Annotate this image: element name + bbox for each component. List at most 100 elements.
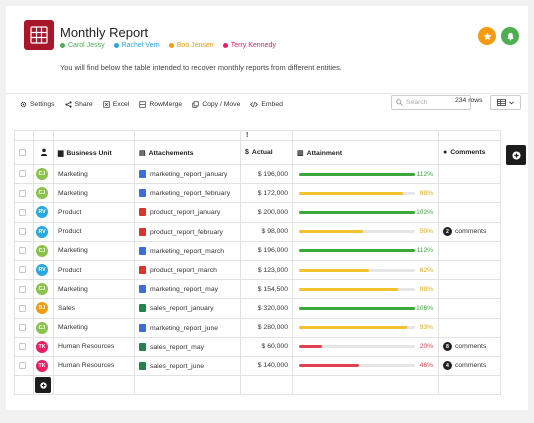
table-row[interactable]: CJ Marketing marketing_report_june $ 280,00…	[14, 317, 501, 338]
user-tag[interactable]: Terry Kennedy	[222, 42, 276, 49]
actual-cell[interactable]: $ 280,000	[240, 317, 293, 338]
table-row[interactable]: CJ Marketing marketing_report_may $ 154,500…	[14, 279, 501, 300]
row-checkbox[interactable]	[19, 285, 26, 293]
actual-cell[interactable]: $ 98,000	[240, 221, 293, 242]
avatar[interactable]: RV	[36, 225, 48, 238]
settings-button[interactable]: Settings	[20, 101, 55, 108]
comments-cell[interactable]	[438, 298, 501, 319]
col-comments[interactable]: ● Comments	[438, 140, 501, 165]
comments-cell[interactable]	[438, 202, 501, 223]
row-checkbox[interactable]	[19, 266, 26, 274]
actual-cell[interactable]: $ 123,000	[240, 259, 293, 281]
col-attainment[interactable]: ▥ Attainment	[292, 140, 439, 165]
comments-cell[interactable]	[438, 240, 501, 261]
table-row[interactable]: TK Human Resources sales_report_june $ 140,…	[14, 355, 501, 377]
user-tag[interactable]: Rachel Verri	[113, 42, 160, 49]
row-checkbox[interactable]	[19, 208, 26, 216]
attachment-cell[interactable]: product_report_february	[134, 221, 241, 242]
row-checkbox[interactable]	[19, 170, 26, 178]
col-attachments[interactable]: ▤ Attachements	[134, 140, 241, 165]
row-checkbox[interactable]	[19, 247, 26, 255]
avatar[interactable]: CJ	[36, 168, 48, 181]
attachment-cell[interactable]: sales_report_january	[134, 298, 241, 319]
add-column-button[interactable]	[506, 145, 526, 165]
embed-button[interactable]: Embed	[250, 101, 283, 108]
excel-button[interactable]: Excel	[103, 101, 129, 108]
avatar[interactable]: TK	[36, 359, 48, 372]
add-row-button[interactable]	[35, 377, 51, 394]
comments-cell[interactable]	[438, 259, 501, 281]
copy-move-button[interactable]: Copy / Move	[192, 101, 240, 108]
notifications-button[interactable]	[501, 27, 519, 45]
business-unit-cell[interactable]: Product	[53, 221, 135, 242]
favorite-button[interactable]	[478, 27, 496, 45]
avatar[interactable]: CJ	[36, 283, 48, 296]
table-row[interactable]: RV Product product_report_march $ 123,000 62…	[14, 259, 501, 281]
business-unit-cell[interactable]: Sales	[53, 298, 135, 319]
comments-cell[interactable]	[438, 279, 501, 300]
col-actual[interactable]: $ Actual	[240, 140, 293, 165]
table-row[interactable]: CJ Marketing marketing_report_march $ 196,0…	[14, 240, 501, 261]
comments-cell[interactable]	[438, 183, 501, 204]
avatar[interactable]: CJ	[36, 244, 48, 257]
attachment-cell[interactable]: marketing_report_february	[134, 183, 241, 204]
attachment-cell[interactable]: sales_report_may	[134, 336, 241, 357]
share-button[interactable]: Share	[64, 101, 93, 108]
actual-cell[interactable]: $ 320,000	[240, 298, 293, 319]
table-row[interactable]: RV Product product_report_january $ 200,000…	[14, 202, 501, 223]
view-toggle-button[interactable]	[490, 95, 521, 110]
attachment-cell[interactable]: marketing_report_january	[134, 163, 241, 185]
business-unit-cell[interactable]: Marketing	[53, 240, 135, 261]
actual-cell[interactable]: $ 154,500	[240, 279, 293, 300]
business-unit-cell[interactable]: Marketing	[53, 163, 135, 185]
actual-cell[interactable]: $ 200,000	[240, 202, 293, 223]
business-unit-cell[interactable]: Human Resources	[53, 336, 135, 357]
attachment-cell[interactable]: sales_report_june	[134, 355, 241, 377]
comments-cell[interactable]: 2 comments	[438, 221, 501, 242]
user-tag[interactable]: Carol Jessy	[60, 42, 105, 49]
row-checkbox[interactable]	[19, 304, 26, 312]
actual-cell[interactable]: $ 60,000	[240, 336, 293, 357]
user-tag[interactable]: Boo Jensen	[168, 42, 214, 49]
avatar[interactable]: RV	[36, 264, 48, 277]
col-business-unit[interactable]: ▆ Business Unit	[53, 140, 135, 165]
table-row[interactable]: BJ Sales sales_report_january $ 320,000 106%	[14, 298, 501, 319]
search-input[interactable]: Search	[391, 95, 471, 110]
avatar[interactable]: CJ	[36, 187, 48, 200]
business-unit-cell[interactable]: Marketing	[53, 317, 135, 338]
attachment-cell[interactable]: product_report_january	[134, 202, 241, 223]
avatar[interactable]: BJ	[36, 302, 48, 315]
comments-link[interactable]: 2 comments	[443, 227, 496, 237]
row-checkbox[interactable]	[19, 362, 26, 370]
avatar[interactable]: CJ	[36, 321, 48, 334]
table-row[interactable]: RV Product product_report_february $ 98,000…	[14, 221, 501, 242]
business-unit-cell[interactable]: Product	[53, 202, 135, 223]
business-unit-cell[interactable]: Marketing	[53, 183, 135, 204]
rowmerge-button[interactable]: RowMerge	[139, 101, 182, 108]
actual-cell[interactable]: $ 196,000	[240, 163, 293, 185]
actual-cell[interactable]: $ 140,000	[240, 355, 293, 377]
row-checkbox[interactable]	[19, 228, 26, 235]
attachment-cell[interactable]: product_report_march	[134, 259, 241, 281]
business-unit-cell[interactable]: Human Resources	[53, 355, 135, 377]
comments-link[interactable]: 4 comments	[443, 361, 496, 371]
avatar[interactable]: RV	[36, 206, 48, 219]
avatar[interactable]: TK	[36, 340, 48, 353]
row-checkbox[interactable]	[19, 189, 26, 197]
select-all-checkbox[interactable]	[19, 148, 26, 156]
business-unit-cell[interactable]: Product	[53, 259, 135, 281]
comments-cell[interactable]	[438, 317, 501, 338]
comments-cell[interactable]: 8 comments	[438, 336, 501, 357]
comments-link[interactable]: 8 comments	[443, 342, 496, 352]
table-row[interactable]: CJ Marketing marketing_report_february $ 17…	[14, 183, 501, 204]
comments-cell[interactable]	[438, 163, 501, 185]
row-checkbox[interactable]	[19, 343, 26, 351]
comments-cell[interactable]: 4 comments	[438, 355, 501, 377]
table-row[interactable]: CJ Marketing marketing_report_january $ 196…	[14, 163, 501, 185]
row-checkbox[interactable]	[19, 323, 26, 331]
actual-cell[interactable]: $ 172,000	[240, 183, 293, 204]
business-unit-cell[interactable]: Marketing	[53, 279, 135, 300]
attachment-cell[interactable]: marketing_report_march	[134, 240, 241, 261]
actual-cell[interactable]: $ 196,000	[240, 240, 293, 261]
table-row[interactable]: TK Human Resources sales_report_may $ 60,00…	[14, 336, 501, 357]
